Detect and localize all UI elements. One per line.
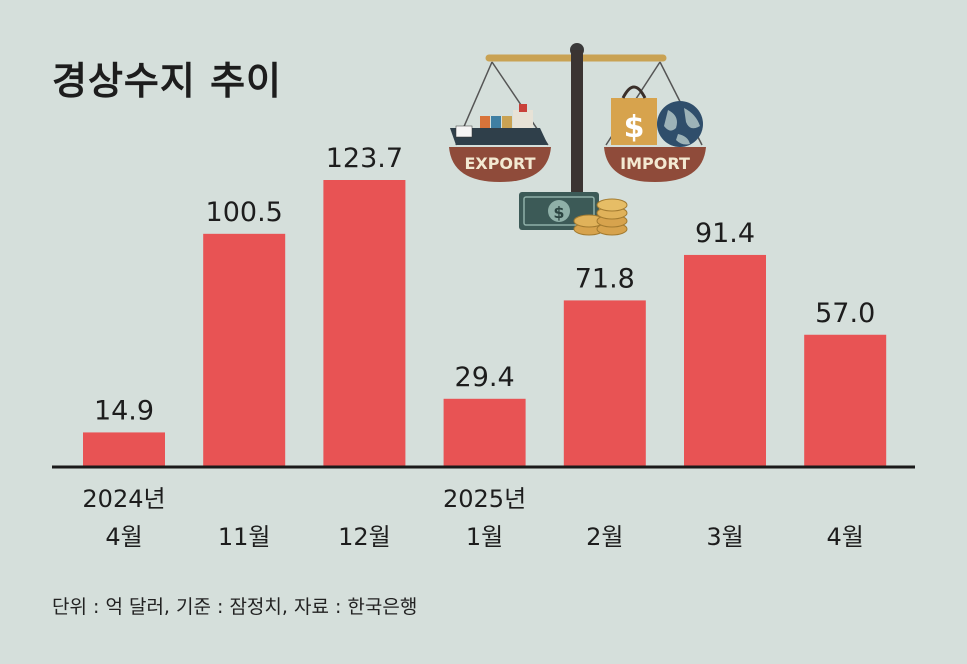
x-tick-label-7: 4월 [827,523,864,551]
x-tick-label-5: 2월 [586,523,623,551]
bar-1 [83,432,165,467]
bar-3 [323,180,406,467]
chart-title: 경상수지 추이 [52,59,282,103]
import-label: IMPORT [620,154,690,173]
cargo-ship-icon [450,104,548,145]
cash-icon: $ [519,192,599,230]
bar-6 [684,254,766,467]
coins-icon [573,198,628,236]
svg-text:$: $ [553,203,564,222]
tick-labels-layer: 2024년 4월 11월 12월 2025년 1월 2월 3월 4월 [82,485,863,551]
x-tick-label-4-month: 1월 [466,523,503,551]
value-labels-layer: 14.9 100.5 123.7 29.4 71.8 91.4 57.0 [94,143,875,426]
shopping-bag-icon: $ [611,85,657,145]
source-footnote: 단위 : 억 달러, 기준 : 잠정치, 자료 : 한국은행 [52,596,418,618]
x-tick-label-4-year: 2025년 [443,485,526,513]
bar-7 [804,334,887,467]
bar-2 [203,233,286,467]
x-tick-label-1-year: 2024년 [82,485,165,513]
x-tick-label-6: 3월 [706,523,743,551]
svg-text:$: $ [624,110,645,145]
bars-layer [83,180,887,467]
value-label-1: 14.9 [94,395,154,426]
trade-scale-illustration: EXPORT $ IMPORT $ [449,43,706,236]
value-label-7: 57.0 [815,298,875,329]
value-label-6: 91.4 [695,218,755,249]
globe-icon [657,101,703,147]
value-label-2: 100.5 [206,197,283,228]
export-label: EXPORT [464,154,535,173]
bar-5 [563,300,646,467]
value-label-5: 71.8 [575,263,635,294]
x-tick-label-1-month: 4월 [105,523,142,551]
bar-4 [443,398,526,467]
x-tick-label-2: 11월 [218,523,271,551]
x-tick-label-3: 12월 [338,523,391,551]
value-label-3: 123.7 [326,143,403,174]
value-label-4: 29.4 [455,362,515,393]
